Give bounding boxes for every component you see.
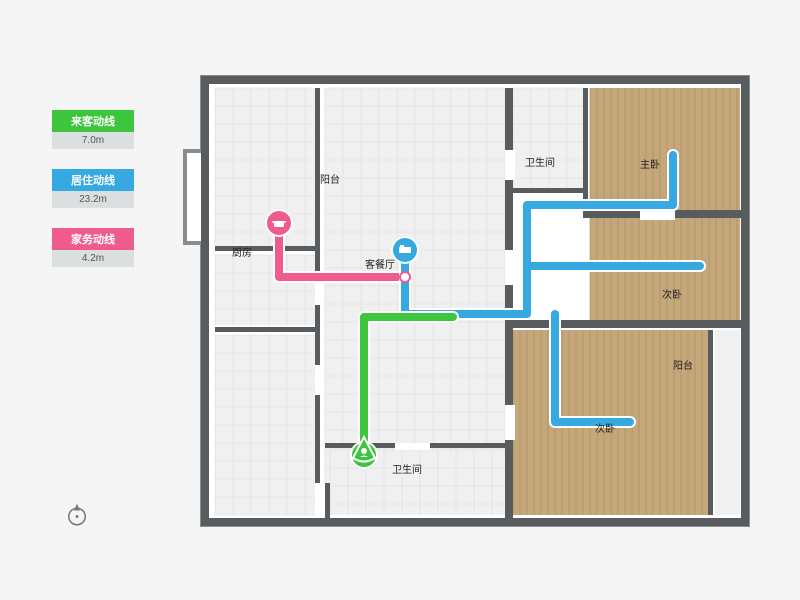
compass-icon xyxy=(62,500,92,530)
legend-value: 7.0m xyxy=(52,132,134,149)
legend-value: 4.2m xyxy=(52,250,134,267)
svg-text:阳台: 阳台 xyxy=(320,173,340,186)
svg-text:主卧: 主卧 xyxy=(640,158,660,171)
legend-label: 家务动线 xyxy=(52,228,134,250)
svg-text:次卧: 次卧 xyxy=(595,422,615,435)
svg-text:阳台: 阳台 xyxy=(673,359,693,372)
legend: 来客动线 7.0m 居住动线 23.2m 家务动线 4.2m xyxy=(52,110,134,287)
floorplan: 阳台卫生间主卧厨房客餐厅次卧阳台次卧卫生间 xyxy=(175,55,750,555)
legend-item-chores: 家务动线 4.2m xyxy=(52,228,134,267)
svg-text:客餐厅: 客餐厅 xyxy=(365,258,395,271)
svg-text:卫生间: 卫生间 xyxy=(525,156,555,169)
svg-text:次卧: 次卧 xyxy=(662,288,682,301)
legend-item-living: 居住动线 23.2m xyxy=(52,169,134,208)
legend-item-guest: 来客动线 7.0m xyxy=(52,110,134,149)
legend-label: 居住动线 xyxy=(52,169,134,191)
svg-text:厨房: 厨房 xyxy=(232,246,252,259)
svg-text:卫生间: 卫生间 xyxy=(392,463,422,476)
legend-label: 来客动线 xyxy=(52,110,134,132)
legend-value: 23.2m xyxy=(52,191,134,208)
